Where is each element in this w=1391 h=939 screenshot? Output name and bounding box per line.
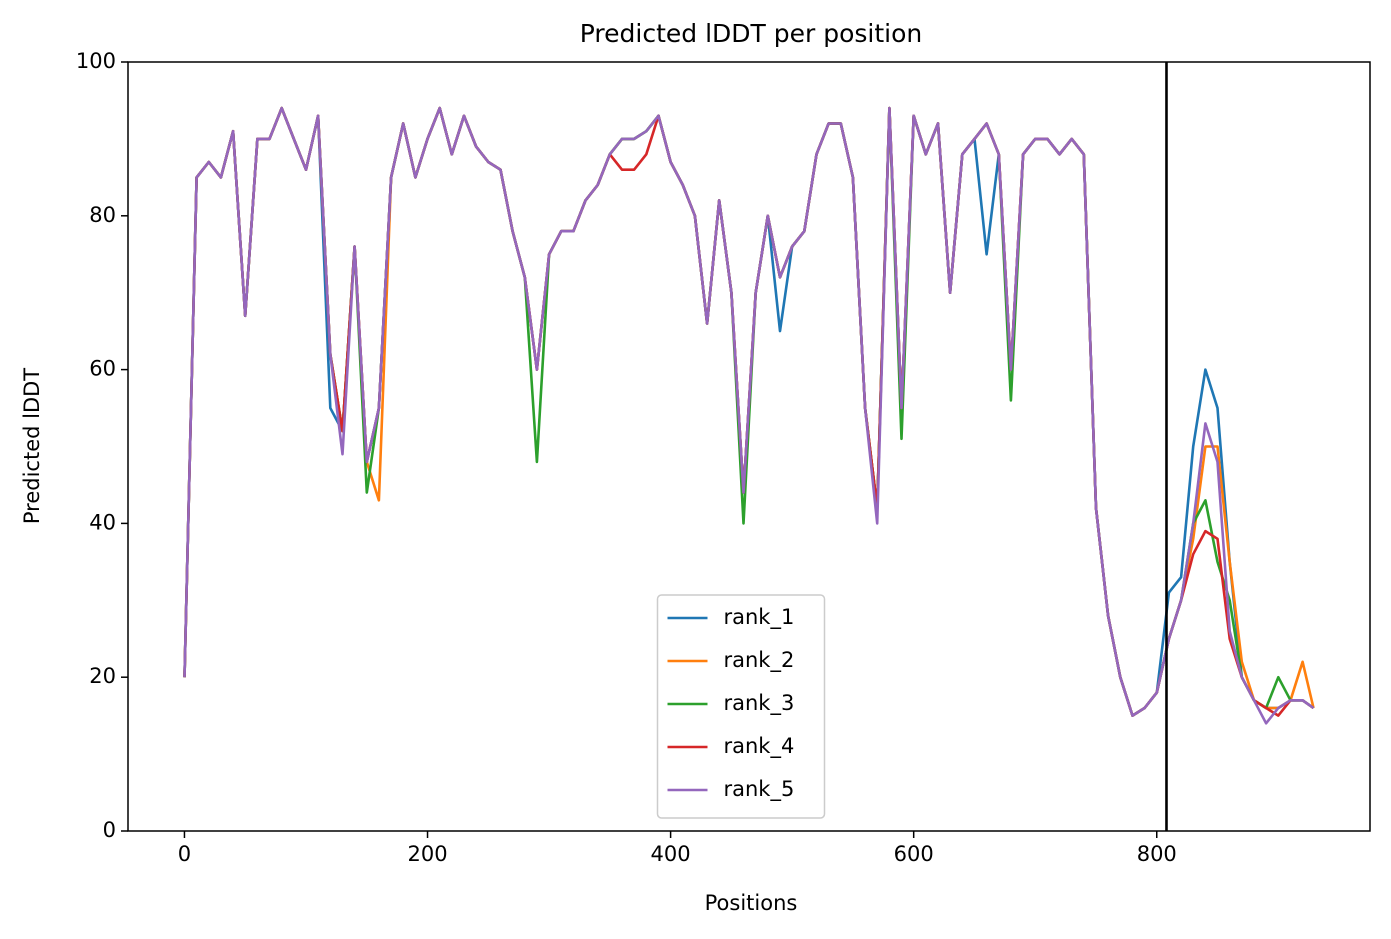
legend-label: rank_4 — [724, 734, 795, 759]
x-tick-label: 200 — [407, 842, 447, 866]
legend-label: rank_1 — [724, 605, 795, 630]
x-tick-label: 600 — [894, 842, 934, 866]
y-tick-label: 40 — [89, 510, 116, 534]
line-series — [183, 106, 1315, 725]
plot-frame — [127, 61, 1371, 832]
y-axis-label: Predicted lDDT — [20, 368, 44, 524]
legend-label: rank_3 — [724, 691, 795, 716]
y-tick-label: 0 — [103, 818, 116, 842]
x-tick-label: 400 — [651, 842, 691, 866]
x-tick-label: 0 — [178, 842, 191, 866]
chart-title: Predicted lDDT per position — [580, 19, 922, 48]
legend-label: rank_2 — [724, 648, 795, 673]
x-axis-label: Positions — [705, 891, 798, 915]
y-tick-label: 20 — [89, 664, 116, 688]
legend-label: rank_5 — [724, 777, 795, 802]
y-tick-label: 80 — [89, 203, 116, 227]
legend-box — [656, 594, 826, 819]
y-tick-label: 60 — [89, 357, 116, 381]
legend: rank_1 rank_2 rank_3 rank_4 rank_5 — [656, 594, 826, 819]
x-tick-label: 800 — [1137, 842, 1177, 866]
y-tick-label: 100 — [76, 49, 116, 73]
